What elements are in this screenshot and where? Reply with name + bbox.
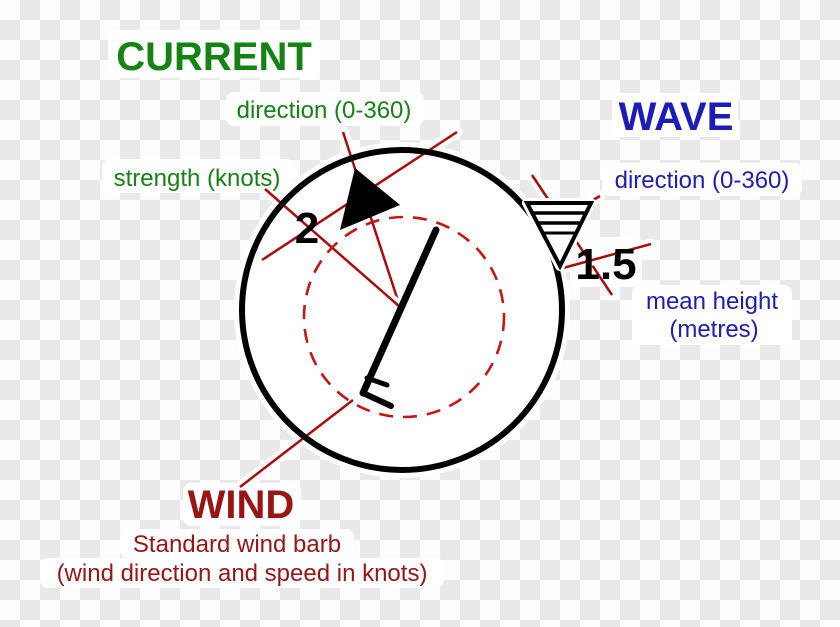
wave-mean-height-line1: mean height: [646, 288, 778, 315]
labels: CURRENT direction (0-360) strength (knot…: [57, 35, 790, 587]
wave-height-value: 1.5: [575, 240, 636, 289]
annotation-line-wind: [234, 394, 359, 493]
halo-mean-height-label: [632, 285, 792, 345]
wave-direction-label: direction (0-360): [615, 167, 790, 194]
halo-current-direction-label: [226, 92, 424, 126]
annotation-line-current-direction: [337, 126, 406, 313]
current-arrow-icon: [340, 168, 400, 230]
annotation-line-wave-value: [557, 238, 657, 274]
halo-wave-direction-label: [602, 163, 802, 196]
wind-barb-icon: [359, 226, 440, 409]
halo-wind-caption2: [40, 558, 444, 588]
wind-caption-line1: Standard wind barb: [133, 531, 341, 558]
current-strength-value: 2: [295, 204, 319, 253]
halo-wind-title: [183, 483, 301, 526]
wind-title: WIND: [188, 483, 295, 527]
wave-height-symbol: [522, 198, 596, 271]
current-direction-label: direction (0-360): [237, 97, 412, 124]
halo-wave-title: [612, 93, 738, 137]
current-strength-label: strength (knots): [114, 165, 281, 192]
halo-strength-label: [102, 159, 294, 193]
halo-current-title: [108, 30, 320, 78]
wave-title: WAVE: [619, 95, 734, 139]
wind-caption-line2: (wind direction and speed in knots): [57, 560, 428, 587]
halo-wind-caption1: [120, 529, 354, 558]
current-title: CURRENT: [116, 35, 312, 79]
station-circle: [239, 147, 565, 473]
wave-mean-height-line2: (metres): [669, 316, 758, 343]
inner-dashed-circle: [302, 215, 506, 419]
